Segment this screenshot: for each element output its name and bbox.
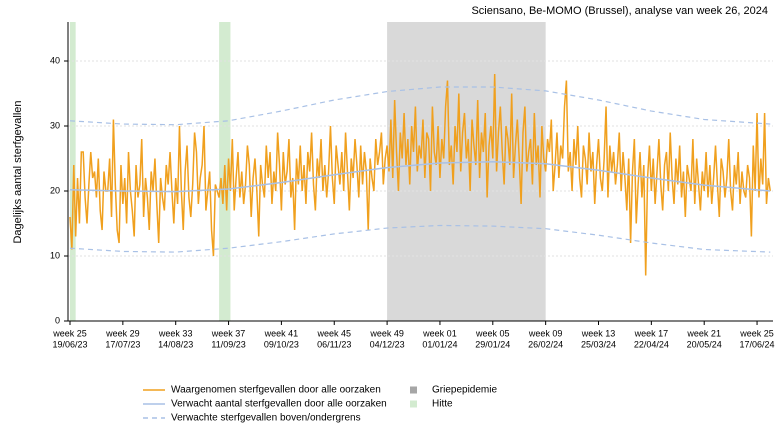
x-tick-label: 04/12/23 [370, 339, 405, 349]
x-tick-label: 19/06/23 [52, 339, 87, 349]
x-tick-label: week 17 [634, 328, 669, 338]
x-tick-label: 09/10/23 [264, 339, 299, 349]
x-tick-label: 01/01/24 [422, 339, 457, 349]
y-tick-label: 0 [55, 315, 60, 325]
legend-swatch [410, 400, 417, 408]
x-tick-label: 29/01/24 [475, 339, 510, 349]
x-tick-label: 06/11/23 [317, 339, 351, 349]
series-line [69, 86, 771, 126]
series-line [69, 73, 772, 276]
x-tick-label: week 13 [581, 328, 616, 338]
legend-label: Waargenomen sterfgevallen door alle oorz… [171, 385, 381, 396]
x-tick-label: 26/02/24 [528, 339, 563, 349]
chart-title: Sciensano, Be-MOMO (Brussel), analyse va… [471, 5, 768, 17]
x-tick-label: 17/07/23 [105, 339, 140, 349]
x-tick-label: 20/05/24 [687, 339, 722, 349]
x-tick-label: week 05 [475, 328, 510, 338]
legend-label: Verwacht aantal sterfgevallen door alle … [171, 399, 387, 410]
x-tick-label: week 01 [422, 328, 457, 338]
y-tick-label: 30 [50, 120, 60, 130]
series-line [69, 160, 771, 193]
legend-label: Hitte [432, 399, 453, 410]
x-tick-label: week 45 [316, 328, 351, 338]
legend-swatch [410, 386, 417, 394]
x-tick-label: week 37 [211, 328, 246, 338]
y-tick-label: 20 [50, 185, 60, 195]
x-tick-label: week 21 [686, 328, 721, 338]
x-tick-label: week 29 [105, 328, 140, 338]
shaded-period [70, 22, 76, 321]
x-tick-label: 25/03/24 [581, 339, 616, 349]
series-line [69, 224, 771, 253]
x-tick-label: 14/08/23 [158, 339, 193, 349]
x-tick-label: week 33 [158, 328, 193, 338]
x-tick-label: week 25 [52, 328, 87, 338]
y-tick-label: 10 [50, 250, 60, 260]
x-tick-label: week 25 [739, 328, 774, 338]
y-axis-label: Dagelijks aantal sterfgevallen [12, 100, 24, 243]
legend-label: Verwachte sterfgevallen boven/ondergrens [171, 413, 361, 424]
x-tick-label: 22/04/24 [634, 339, 669, 349]
x-tick-label: 11/09/23 [211, 339, 245, 349]
x-tick-label: week 41 [264, 328, 299, 338]
legend-label: Griepepidemie [432, 385, 497, 396]
y-tick-label: 40 [50, 55, 60, 65]
x-tick-label: week 49 [369, 328, 404, 338]
x-tick-label: 17/06/24 [740, 339, 775, 349]
x-tick-label: week 09 [528, 328, 563, 338]
